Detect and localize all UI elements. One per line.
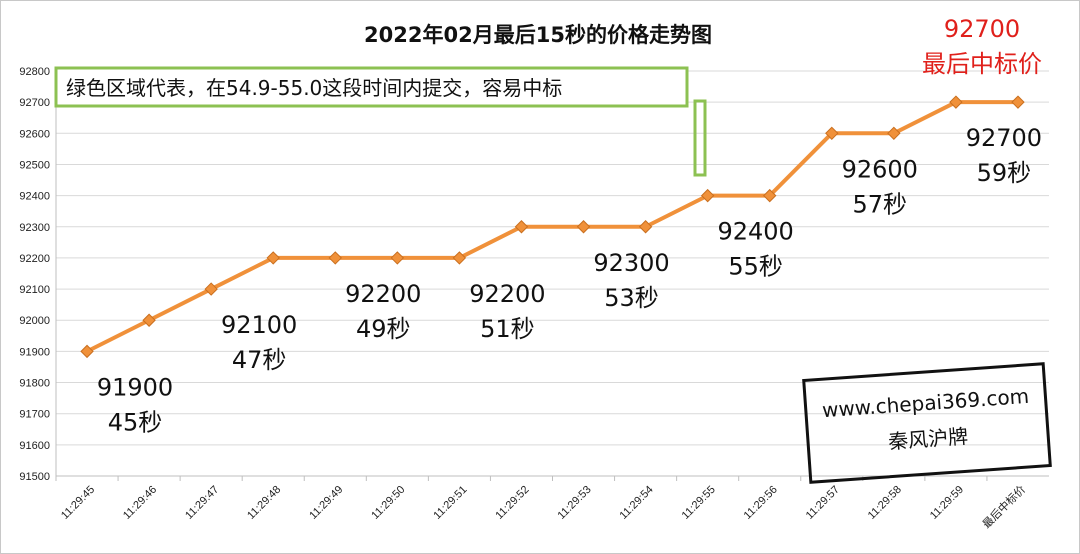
- data-point-marker: [328, 251, 342, 265]
- series-line-path: [86, 100, 1018, 354]
- y-axis-ticks: 91500 91600 91700 91800 91900 92000 92100 92200…: [19, 66, 50, 483]
- y-tick-label: 91800: [19, 378, 50, 390]
- data-label: 92700: [966, 124, 1042, 152]
- chart-title: 2022年02月最后15秒的价格走势图: [364, 23, 712, 47]
- y-tick-label: 92600: [19, 128, 50, 140]
- data-point-marker: [949, 95, 963, 109]
- data-point-marker: [204, 282, 218, 296]
- data-point-marker: [80, 344, 94, 359]
- y-tick-label: 92000: [19, 315, 50, 327]
- data-label: 92200: [345, 280, 421, 308]
- y-tick-label: 91700: [19, 409, 50, 421]
- data-label: 92100: [221, 311, 297, 339]
- data-label: 49秒: [356, 315, 411, 343]
- data-point-marker: [1011, 95, 1025, 109]
- note-text: 绿色区域代表，在54.9-55.0这段时间内提交，容易中标: [66, 76, 562, 100]
- data-label: 53秒: [604, 284, 659, 312]
- data-point-marker: [266, 251, 280, 265]
- data-point-marker: [700, 188, 715, 203]
- y-tick-label: 91900: [19, 346, 50, 358]
- y-tick-label: 92300: [19, 222, 50, 234]
- final-price-value: 92700: [944, 15, 1020, 43]
- data-point-marker: [390, 251, 405, 265]
- data-label: 57秒: [853, 190, 908, 218]
- y-tick-label: 92700: [19, 97, 50, 109]
- data-label: 51秒: [480, 315, 535, 343]
- data-point-marker: [887, 126, 901, 141]
- data-point-marker: [763, 188, 777, 203]
- y-tick-label: 92200: [19, 253, 50, 265]
- data-label: 47秒: [232, 346, 287, 374]
- y-tick-label: 91600: [19, 440, 50, 452]
- data-point-marker: [452, 251, 467, 265]
- y-tick-label: 92400: [19, 191, 50, 203]
- data-label: 92300: [593, 249, 669, 277]
- data-point-marker: [142, 313, 156, 327]
- data-label: 92400: [717, 218, 793, 246]
- y-tick-label: 92500: [19, 159, 50, 171]
- data-point-marker: [825, 126, 839, 141]
- data-label: 55秒: [728, 253, 783, 281]
- y-tick-label: 91500: [19, 471, 50, 483]
- data-labels: 91900 45秒 92100 47秒 92200 49秒 92200 51秒 92300 53秒…: [97, 124, 1042, 436]
- final-price-label: 最后中标价: [922, 50, 1042, 78]
- data-label: 92200: [469, 280, 545, 308]
- data-point-marker: [638, 220, 653, 234]
- green-zone-marker: [693, 99, 707, 177]
- data-point-marker: [514, 220, 529, 234]
- data-label: 91900: [97, 373, 173, 401]
- data-label: 59秒: [977, 159, 1032, 187]
- y-tick-label: 92100: [19, 284, 50, 296]
- data-label: 45秒: [108, 408, 163, 436]
- note-box: [54, 66, 689, 108]
- watermark-name: 秦风沪牌: [887, 424, 968, 454]
- y-tick-label: 92800: [19, 66, 50, 78]
- series-line: [80, 95, 1025, 359]
- data-point-marker: [576, 220, 591, 234]
- data-label: 92600: [842, 155, 918, 183]
